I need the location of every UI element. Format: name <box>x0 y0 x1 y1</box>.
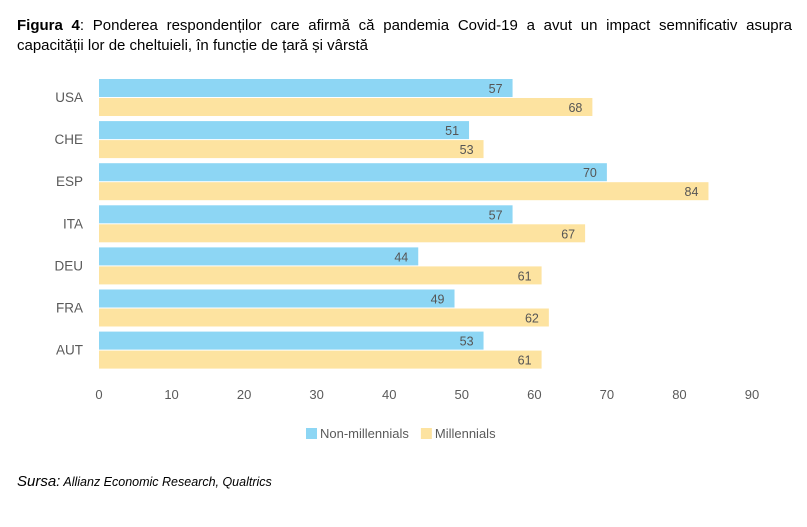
data-label: 51 <box>445 124 459 138</box>
category-label: CHE <box>54 132 83 147</box>
legend-label: Millennials <box>435 426 496 441</box>
data-label: 57 <box>489 208 503 222</box>
bar-millennials <box>99 98 593 116</box>
x-tick-label: 70 <box>600 387 614 402</box>
x-tick-label: 40 <box>382 387 396 402</box>
source-note: Sursa: Allianz Economic Research, Qualtr… <box>17 473 272 490</box>
caption-label: Figura 4 <box>17 17 80 34</box>
bar-millennials <box>99 350 542 369</box>
category-label: FRA <box>56 301 83 316</box>
figure-caption: Figura 4: Ponderea respondenților care a… <box>17 16 792 56</box>
x-tick-label: 50 <box>455 387 469 402</box>
x-tick-label: 80 <box>672 387 686 402</box>
bar-non-millennials <box>99 205 513 224</box>
bar-non-millennials <box>99 247 419 266</box>
x-tick-label: 0 <box>95 387 102 402</box>
source-text: Allianz Economic Research, Qualtrics <box>60 475 272 489</box>
caption-text: : Ponderea respondenților care afirmă că… <box>17 17 792 54</box>
bar-non-millennials <box>99 331 484 350</box>
legend-swatch-millennials <box>420 428 432 439</box>
x-tick-label: 90 <box>745 387 759 402</box>
category-label: AUT <box>56 343 83 358</box>
x-tick-label: 30 <box>309 387 323 402</box>
category-label: USA <box>55 90 83 105</box>
x-tick-label: 10 <box>164 387 178 402</box>
category-label: ITA <box>63 216 83 231</box>
data-label: 84 <box>685 185 699 199</box>
category-label: ESP <box>56 174 83 189</box>
bar-non-millennials <box>99 289 455 308</box>
data-label: 44 <box>394 250 408 264</box>
bar-millennials <box>99 308 549 327</box>
bar-millennials <box>99 266 542 285</box>
bar-millennials <box>99 182 709 201</box>
x-tick-label: 60 <box>527 387 541 402</box>
bar-millennials <box>99 224 586 243</box>
bar-non-millennials <box>99 79 513 97</box>
legend-swatch-non-millennials <box>306 428 317 439</box>
bar-non-millennials <box>99 163 607 182</box>
data-label: 53 <box>460 335 474 349</box>
data-label: 62 <box>525 312 539 326</box>
data-label: 53 <box>460 143 474 157</box>
source-label: Sursa: <box>17 473 61 490</box>
data-label: 70 <box>583 166 597 180</box>
data-label: 57 <box>489 82 503 96</box>
bar-millennials <box>99 140 484 159</box>
data-label: 49 <box>431 293 445 307</box>
data-label: 68 <box>568 101 582 115</box>
bar-non-millennials <box>99 121 470 140</box>
data-label: 61 <box>518 269 532 283</box>
data-label: 61 <box>518 354 532 368</box>
data-label: 67 <box>561 227 575 241</box>
x-tick-label: 20 <box>237 387 251 402</box>
legend-label: Non-millennials <box>320 426 409 441</box>
category-label: DEU <box>54 258 83 273</box>
